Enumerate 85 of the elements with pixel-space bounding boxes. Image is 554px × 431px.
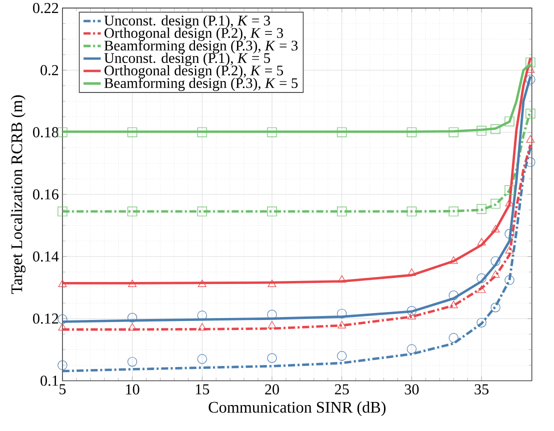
point xyxy=(448,127,458,138)
point xyxy=(406,344,417,354)
point xyxy=(337,127,347,138)
y-tick-label: 0.2 xyxy=(40,64,58,76)
point xyxy=(476,126,486,136)
point xyxy=(197,206,207,216)
point xyxy=(477,285,486,293)
line-series xyxy=(62,143,532,331)
point xyxy=(58,127,68,138)
point xyxy=(504,275,514,285)
y-tick-label: 0.1 xyxy=(40,376,58,386)
y-tick-label: 0.18 xyxy=(33,127,58,138)
x-tick-label: 10 xyxy=(126,384,140,394)
point xyxy=(490,302,500,312)
point xyxy=(337,206,347,216)
point xyxy=(268,320,276,328)
point xyxy=(449,256,458,264)
point xyxy=(505,246,514,254)
point xyxy=(477,238,486,246)
point xyxy=(338,275,346,283)
point xyxy=(407,312,416,320)
point xyxy=(490,256,500,266)
point xyxy=(490,124,500,134)
point xyxy=(197,354,207,364)
legend-label: Orthogonal design (P.2), K = 5 xyxy=(104,65,284,78)
x-axis-title: Communication SINR (dB) xyxy=(208,401,386,416)
point xyxy=(526,58,536,68)
point xyxy=(198,323,206,330)
point xyxy=(58,323,67,330)
x-tick-label: 25 xyxy=(334,384,349,394)
point xyxy=(406,206,417,216)
point xyxy=(267,353,277,363)
point xyxy=(128,280,137,287)
point xyxy=(127,312,138,322)
point xyxy=(127,356,138,367)
point xyxy=(127,206,138,216)
point xyxy=(267,127,277,138)
point xyxy=(526,108,536,118)
point xyxy=(504,228,514,239)
point xyxy=(337,351,347,361)
point xyxy=(448,206,458,216)
legend-label: Beamforming design (P.3), K = 3 xyxy=(104,40,298,54)
y-tick-label: 0.22 xyxy=(33,2,58,14)
x-tick-label: 5 xyxy=(60,384,66,394)
legend-label: Beamforming design (P.3), K = 5 xyxy=(104,78,298,91)
point xyxy=(449,300,458,308)
y-tick-label: 0.14 xyxy=(33,251,59,262)
point xyxy=(197,127,207,138)
x-tick-label: 15 xyxy=(196,384,210,394)
point xyxy=(127,127,138,138)
point xyxy=(476,318,486,328)
point xyxy=(58,206,68,216)
x-tick-label: 30 xyxy=(404,384,419,394)
x-tick-label: 35 xyxy=(474,384,489,394)
point xyxy=(505,198,514,206)
point xyxy=(476,204,486,214)
point xyxy=(504,185,514,195)
x-tick-label: 20 xyxy=(265,384,279,394)
point xyxy=(490,198,500,208)
point xyxy=(448,290,458,300)
point xyxy=(491,270,500,278)
point xyxy=(504,116,514,126)
point xyxy=(406,127,417,138)
legend-label: Unconst. design (P.1), K = 5 xyxy=(104,52,270,66)
point xyxy=(58,280,67,287)
point xyxy=(58,360,68,370)
point xyxy=(58,314,68,324)
point xyxy=(407,268,416,276)
point xyxy=(267,206,277,216)
point xyxy=(526,157,536,167)
y-tick-label: 0.12 xyxy=(33,313,58,324)
point xyxy=(476,273,486,284)
point xyxy=(448,332,458,343)
point xyxy=(337,308,347,318)
y-axis-title: Target Localization RCRB (m) xyxy=(10,95,26,294)
point xyxy=(268,280,276,287)
point xyxy=(526,135,535,143)
point xyxy=(526,74,536,84)
point xyxy=(491,224,500,232)
legend-label: Unconst. design (P.1), K = 3 xyxy=(104,15,270,28)
point xyxy=(338,320,346,328)
legend-label: Orthogonal design (P.2), K = 3 xyxy=(104,28,284,41)
point xyxy=(198,280,206,287)
y-tick-label: 0.16 xyxy=(33,189,58,200)
point xyxy=(406,306,417,316)
